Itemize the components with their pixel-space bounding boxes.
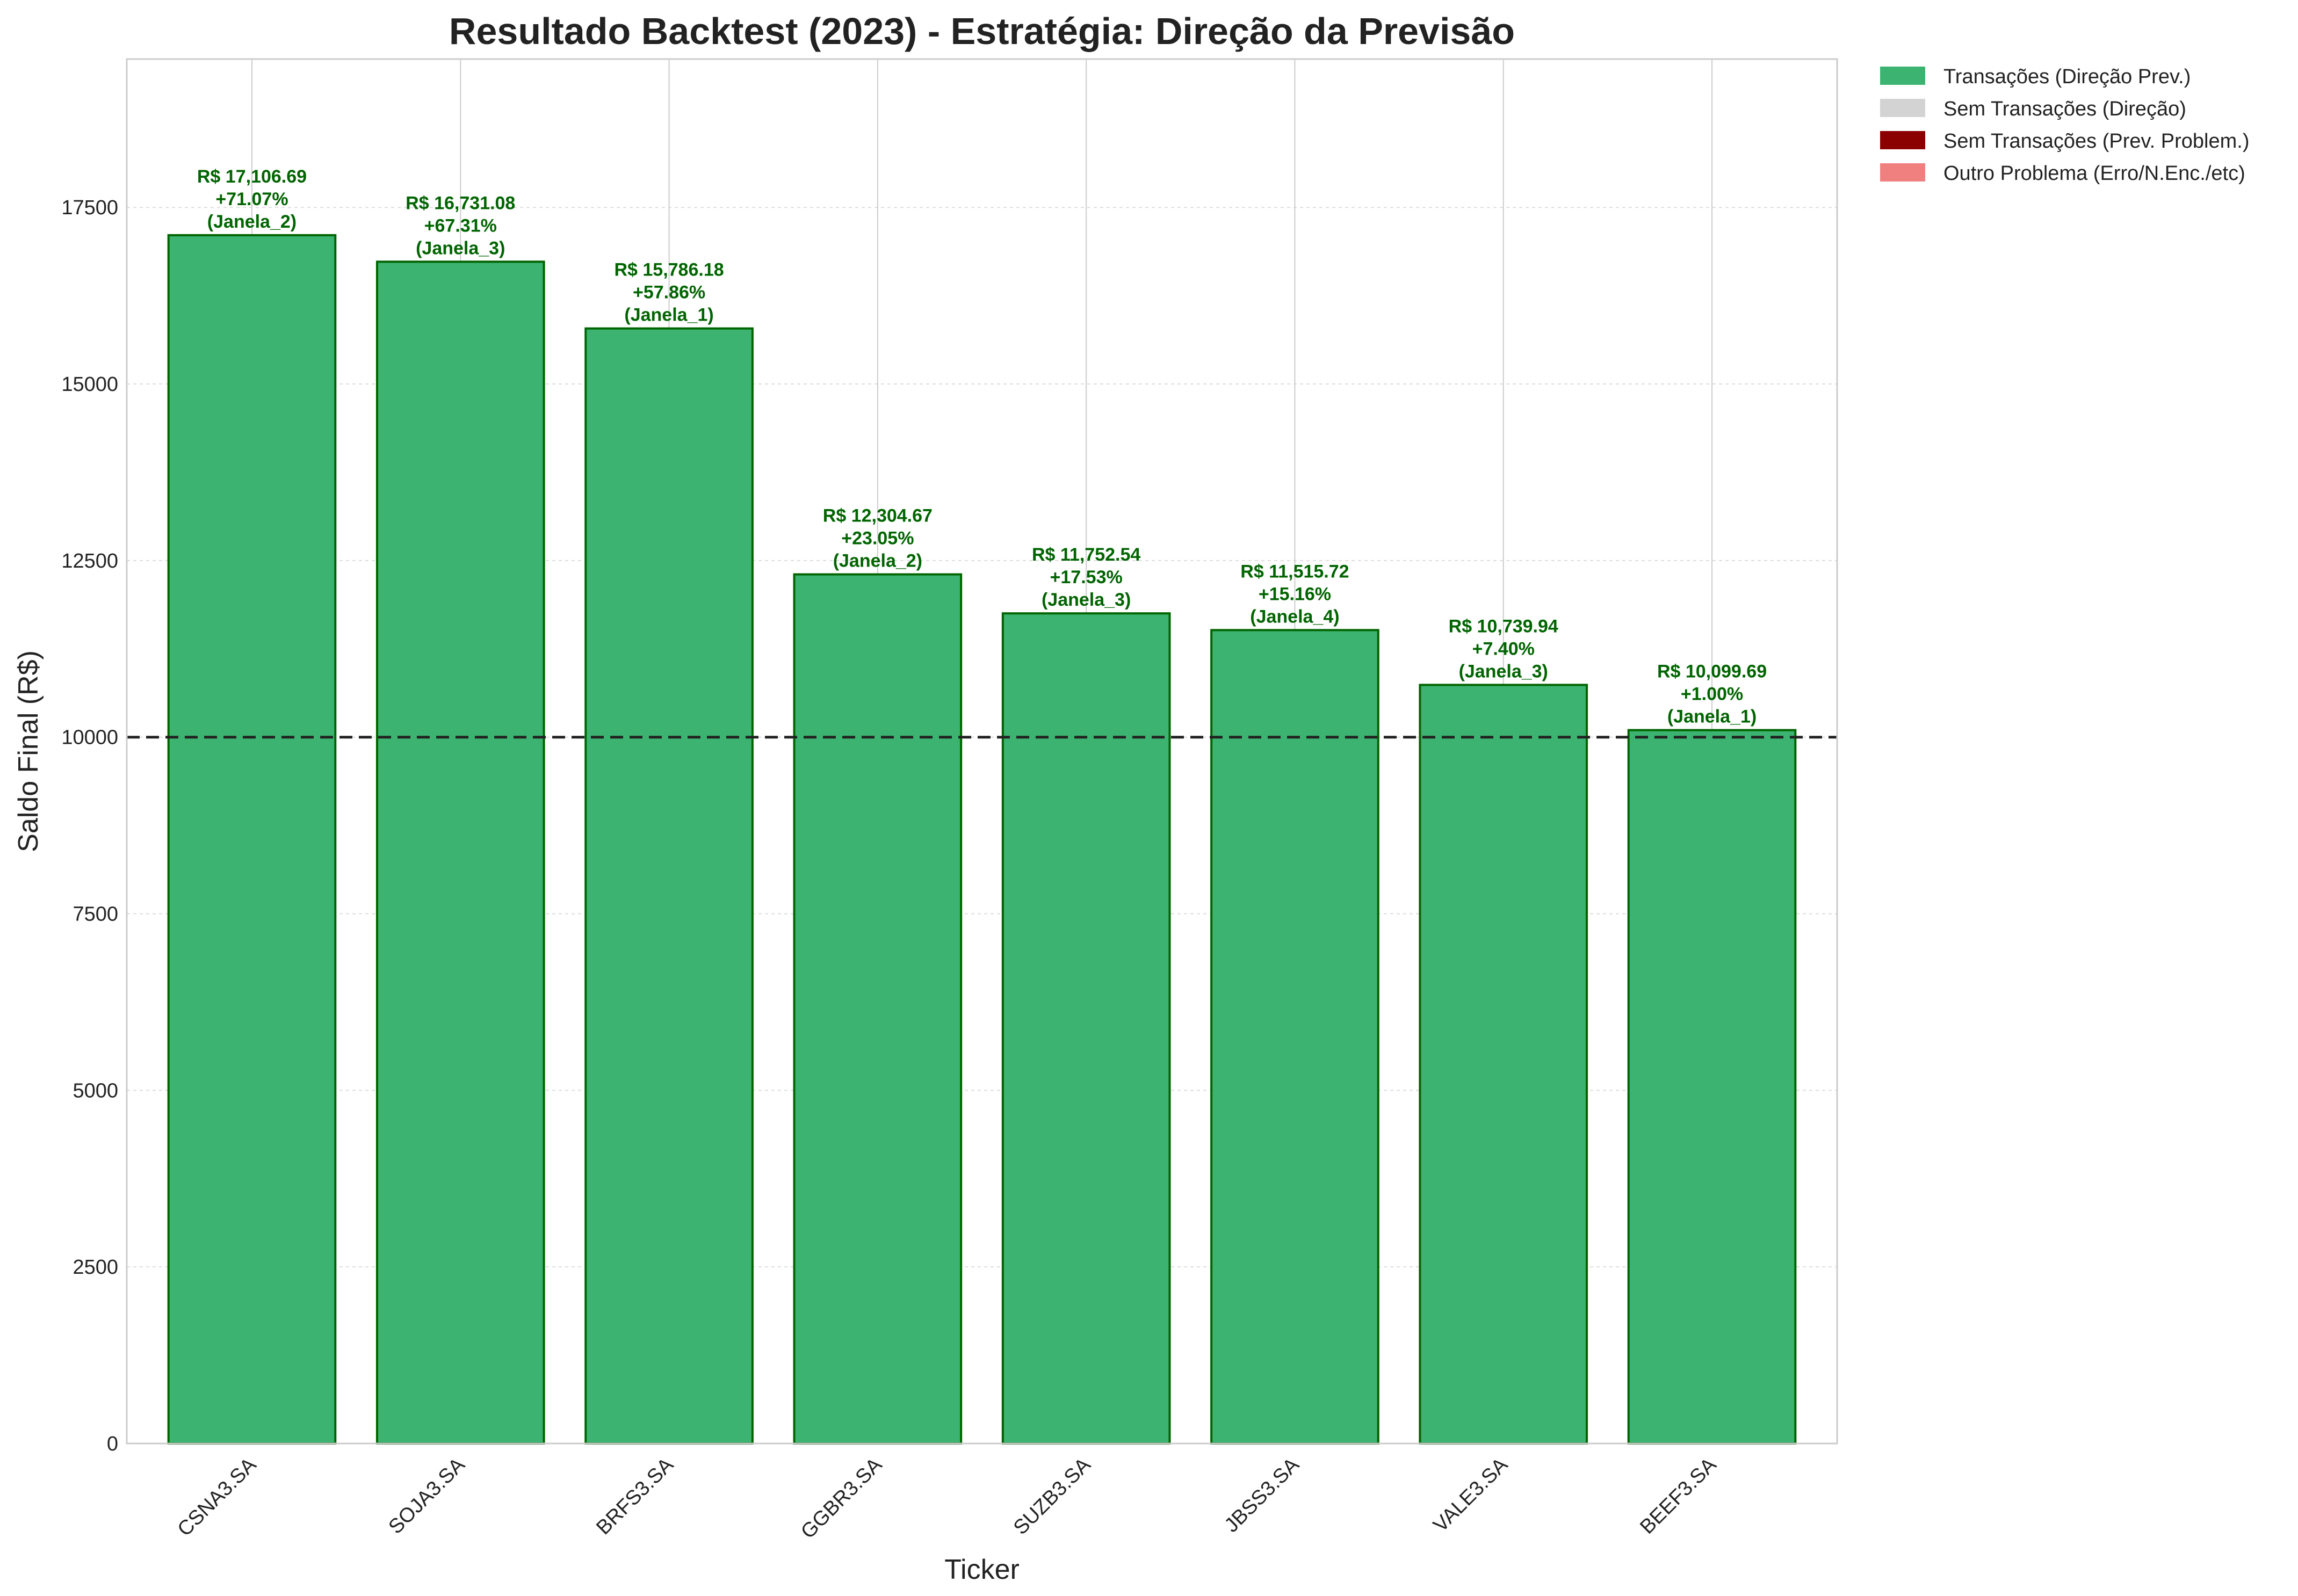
y-tick-label: 15000 [61, 373, 118, 396]
bar-data-label: R$ 12,304.67 [823, 506, 933, 526]
bar [793, 573, 963, 1445]
bar-data-label: (Janela_3) [416, 238, 505, 258]
bar-data-label: +71.07% [215, 189, 288, 209]
bars [167, 234, 1797, 1445]
bar-data-label: (Janela_1) [1667, 707, 1757, 727]
bar-data-label: +15.16% [1259, 584, 1331, 604]
bar-data-label: +1.00% [1681, 684, 1743, 705]
bar-data-label: R$ 15,786.18 [614, 260, 724, 280]
legend-label: Sem Transações (Prev. Problem.) [1943, 130, 2249, 153]
legend-label: Sem Transações (Direção) [1943, 98, 2186, 120]
y-tick-label: 7500 [73, 903, 118, 926]
bar-data-labels: R$ 17,106.69+71.07% (Janela_2) R$ 16,731.0… [197, 166, 1767, 727]
y-axis-ticks: 0 2500 5000 7500 10000 12500 15000 17500 [61, 197, 118, 1455]
y-tick-label: 2500 [73, 1256, 118, 1279]
bar-data-label: R$ 10,099.69 [1657, 662, 1767, 682]
legend-swatch [1880, 99, 1925, 117]
bar [1419, 684, 1588, 1445]
bar [375, 260, 545, 1445]
bar-data-label: R$ 17,106.69 [197, 166, 307, 187]
bar-data-label: +17.53% [1050, 567, 1123, 587]
x-axis-label: Ticker [944, 1554, 1020, 1585]
y-tick-label: 5000 [73, 1079, 118, 1102]
bar-data-label: (Janela_2) [833, 551, 922, 571]
y-tick-label: 0 [107, 1433, 118, 1455]
bar-data-label: +7.40% [1472, 639, 1535, 659]
bar-data-label: (Janela_4) [1250, 606, 1339, 627]
legend-swatch [1880, 163, 1925, 182]
bar-data-label: R$ 11,752.54 [1032, 545, 1140, 565]
bar-data-label: (Janela_1) [624, 305, 713, 325]
bar-data-label: R$ 10,739.94 [1449, 616, 1558, 636]
bar-data-label: R$ 11,515.72 [1240, 561, 1349, 582]
bar [167, 234, 337, 1445]
bar-data-label: +57.86% [633, 282, 705, 303]
legend-swatch [1880, 67, 1925, 85]
legend: Transações (Direção Prev.) Sem Transações… [1880, 66, 2249, 185]
y-axis-label: Saldo Final (R$) [13, 650, 44, 852]
bar [1627, 729, 1797, 1445]
y-tick-label: 17500 [61, 197, 118, 219]
plot-frame [126, 58, 1838, 1445]
legend-label: Outro Problema (Erro/N.Enc./etc) [1943, 162, 2245, 185]
chart-title: Resultado Backtest (2023) - Estratégia: … [449, 10, 1515, 52]
y-tick-label: 12500 [61, 550, 118, 572]
bar-data-label: +67.31% [424, 215, 497, 236]
y-tick-label: 10000 [61, 727, 118, 749]
bar-data-label: R$ 16,731.08 [406, 193, 515, 213]
bar-data-label: (Janela_3) [1042, 590, 1131, 610]
bar-data-label: (Janela_2) [207, 212, 297, 232]
bar [584, 327, 754, 1445]
bar-data-label: (Janela_3) [1459, 661, 1548, 681]
legend-swatch [1880, 131, 1925, 149]
legend-label: Transações (Direção Prev.) [1943, 66, 2191, 88]
bar [1210, 629, 1379, 1445]
bar-data-label: +23.05% [841, 528, 914, 549]
